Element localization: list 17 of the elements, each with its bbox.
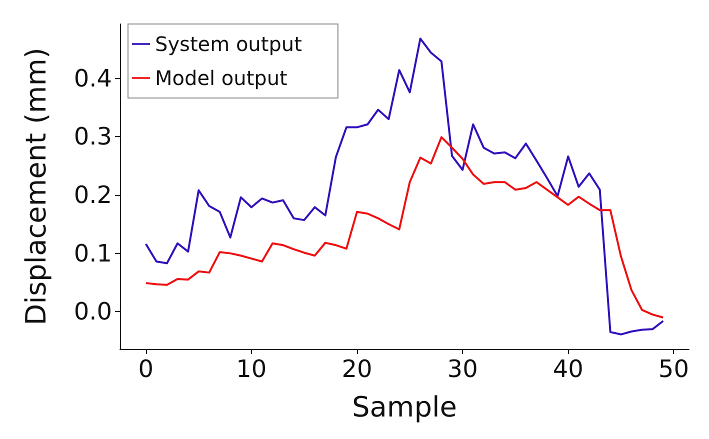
y-tick-label: 0.1: [74, 239, 112, 268]
y-tick-label: 0.2: [74, 180, 112, 209]
legend-label: System output: [155, 32, 302, 56]
line-series: [144, 38, 664, 336]
x-tick-label: 0: [138, 355, 154, 383]
y-tick-label: 0.3: [74, 122, 112, 151]
y-axis-title: Displacement (mm): [20, 48, 52, 326]
y-tick-label: 0.4: [74, 64, 112, 92]
legend-label: Model output: [155, 66, 288, 90]
x-axis-title: Sample: [352, 390, 457, 424]
x-tick-label: 10: [236, 355, 267, 383]
y-tick-label: 0.0: [74, 298, 112, 326]
x-tick-label: 30: [447, 355, 478, 383]
x-tick-label: 40: [552, 355, 584, 383]
line-series: [144, 136, 664, 318]
x-tick-label: 20: [342, 355, 372, 383]
x-tick-label: 50: [658, 355, 689, 383]
